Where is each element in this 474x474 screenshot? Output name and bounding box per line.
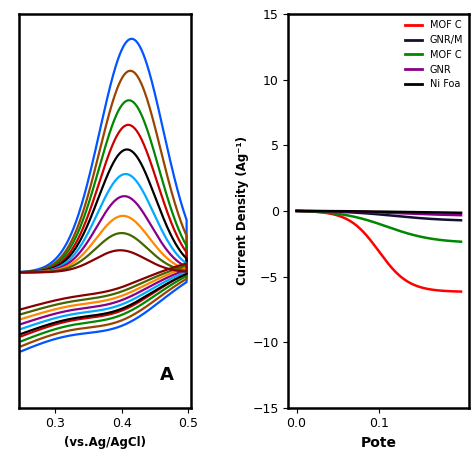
- X-axis label: Pote: Pote: [361, 436, 397, 450]
- X-axis label: (vs.Ag/AgCl): (vs.Ag/AgCl): [64, 436, 146, 449]
- Text: A: A: [160, 366, 174, 384]
- Y-axis label: Current Density (Ag⁻¹): Current Density (Ag⁻¹): [237, 137, 249, 285]
- Legend: MOF C, GNR/M, MOF C, GNR, Ni Foa: MOF C, GNR/M, MOF C, GNR, Ni Foa: [401, 16, 467, 93]
